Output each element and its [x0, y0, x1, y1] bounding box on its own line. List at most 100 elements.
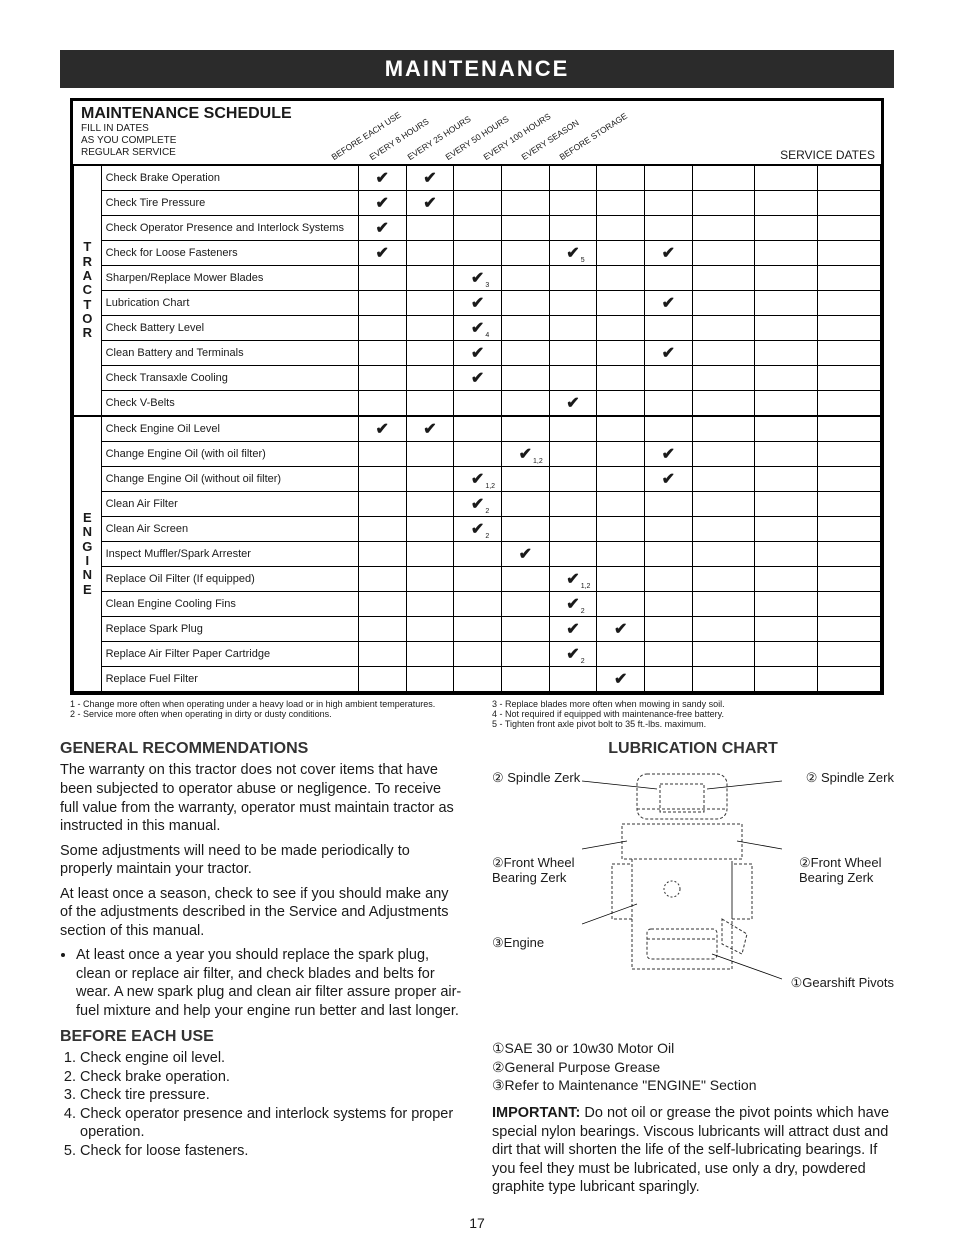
- check-cell: [597, 416, 645, 442]
- service-date-cell[interactable]: [818, 391, 881, 417]
- service-date-cell[interactable]: [692, 316, 755, 341]
- check-cell: ✔: [358, 241, 406, 266]
- check-cell: [406, 567, 454, 592]
- service-date-cell[interactable]: [818, 166, 881, 191]
- service-date-cell[interactable]: [755, 542, 818, 567]
- service-date-cell[interactable]: [755, 216, 818, 241]
- check-cell: [501, 667, 549, 692]
- label-fwb-left: ②Front Wheel Bearing Zerk: [492, 856, 582, 886]
- service-date-cell[interactable]: [755, 592, 818, 617]
- service-date-cell[interactable]: [755, 291, 818, 316]
- task-cell: Replace Oil Filter (If equipped): [101, 567, 358, 592]
- service-date-cell[interactable]: [818, 617, 881, 642]
- service-date-cell[interactable]: [692, 617, 755, 642]
- service-date-cell[interactable]: [818, 341, 881, 366]
- check-cell: [549, 341, 597, 366]
- check-cell: ✔1,2: [501, 442, 549, 467]
- check-cell: [501, 166, 549, 191]
- label-fwb-right: ②Front Wheel Bearing Zerk: [799, 856, 894, 886]
- service-date-cell[interactable]: [692, 492, 755, 517]
- schedule-title: MAINTENANCE SCHEDULE: [81, 105, 345, 123]
- service-date-cell[interactable]: [692, 391, 755, 417]
- service-date-cell[interactable]: [692, 191, 755, 216]
- service-date-cell[interactable]: [818, 492, 881, 517]
- footnote: 2 - Service more often when operating in…: [70, 709, 462, 719]
- service-date-cell[interactable]: [755, 567, 818, 592]
- check-cell: [597, 241, 645, 266]
- check-cell: [549, 366, 597, 391]
- task-cell: Check V-Belts: [101, 391, 358, 417]
- service-date-cell[interactable]: [818, 517, 881, 542]
- service-date-cell[interactable]: [755, 191, 818, 216]
- check-cell: ✔: [406, 166, 454, 191]
- check-cell: [597, 266, 645, 291]
- service-date-cell[interactable]: [692, 291, 755, 316]
- service-date-cell[interactable]: [692, 567, 755, 592]
- service-date-cell[interactable]: [755, 391, 818, 417]
- service-date-cell[interactable]: [818, 592, 881, 617]
- legend-line: ①SAE 30 or 10w30 Motor Oil: [492, 1039, 894, 1057]
- task-cell: Check Engine Oil Level: [101, 416, 358, 442]
- service-date-cell[interactable]: [755, 366, 818, 391]
- service-date-cell[interactable]: [818, 667, 881, 692]
- service-date-cell[interactable]: [818, 266, 881, 291]
- service-date-cell[interactable]: [692, 667, 755, 692]
- service-date-cell[interactable]: [692, 467, 755, 492]
- task-cell: Check Battery Level: [101, 316, 358, 341]
- service-date-cell[interactable]: [818, 442, 881, 467]
- service-date-cell[interactable]: [818, 416, 881, 442]
- service-date-cell[interactable]: [755, 517, 818, 542]
- check-cell: [501, 517, 549, 542]
- service-date-cell[interactable]: [818, 366, 881, 391]
- service-date-cell[interactable]: [692, 216, 755, 241]
- service-date-cell[interactable]: [818, 191, 881, 216]
- gen-rec-p2: Some adjustments will need to be made pe…: [60, 842, 462, 879]
- service-date-cell[interactable]: [692, 442, 755, 467]
- service-date-cell[interactable]: [755, 617, 818, 642]
- service-date-cell[interactable]: [818, 567, 881, 592]
- service-date-cell[interactable]: [755, 442, 818, 467]
- service-date-cell[interactable]: [692, 592, 755, 617]
- check-cell: [358, 366, 406, 391]
- label-spindle-left: ② Spindle Zerk: [492, 771, 580, 786]
- service-date-cell[interactable]: [818, 642, 881, 667]
- important-paragraph: IMPORTANT: Do not oil or grease the pivo…: [492, 1104, 894, 1197]
- service-date-cell[interactable]: [692, 366, 755, 391]
- check-cell: [454, 191, 502, 216]
- service-date-cell[interactable]: [755, 467, 818, 492]
- check-cell: [406, 517, 454, 542]
- service-date-cell[interactable]: [755, 266, 818, 291]
- check-cell: [645, 191, 693, 216]
- service-date-cell[interactable]: [692, 266, 755, 291]
- service-date-cell[interactable]: [755, 316, 818, 341]
- check-cell: ✔: [406, 191, 454, 216]
- schedule-sub3: REGULAR SERVICE: [81, 147, 345, 159]
- check-cell: [406, 542, 454, 567]
- service-date-cell[interactable]: [692, 542, 755, 567]
- service-date-cell[interactable]: [755, 492, 818, 517]
- service-date-cell[interactable]: [755, 166, 818, 191]
- service-date-cell[interactable]: [755, 241, 818, 266]
- service-date-cell[interactable]: [692, 517, 755, 542]
- right-column: LUBRICATION CHART: [492, 739, 894, 1203]
- service-date-cell[interactable]: [755, 416, 818, 442]
- service-date-cell[interactable]: [818, 216, 881, 241]
- schedule-sub2: AS YOU COMPLETE: [81, 135, 345, 147]
- service-date-cell[interactable]: [755, 642, 818, 667]
- tractor-diagram-icon: [582, 769, 782, 1009]
- check-cell: ✔: [645, 442, 693, 467]
- service-date-cell[interactable]: [818, 467, 881, 492]
- service-date-cell[interactable]: [818, 316, 881, 341]
- service-date-cell[interactable]: [755, 667, 818, 692]
- check-cell: [358, 291, 406, 316]
- service-date-cell[interactable]: [755, 341, 818, 366]
- service-date-cell[interactable]: [692, 642, 755, 667]
- service-date-cell[interactable]: [818, 291, 881, 316]
- service-date-cell[interactable]: [818, 241, 881, 266]
- service-date-cell[interactable]: [692, 341, 755, 366]
- task-cell: Sharpen/Replace Mower Blades: [101, 266, 358, 291]
- service-date-cell[interactable]: [692, 241, 755, 266]
- service-date-cell[interactable]: [692, 166, 755, 191]
- service-date-cell[interactable]: [692, 416, 755, 442]
- service-date-cell[interactable]: [818, 542, 881, 567]
